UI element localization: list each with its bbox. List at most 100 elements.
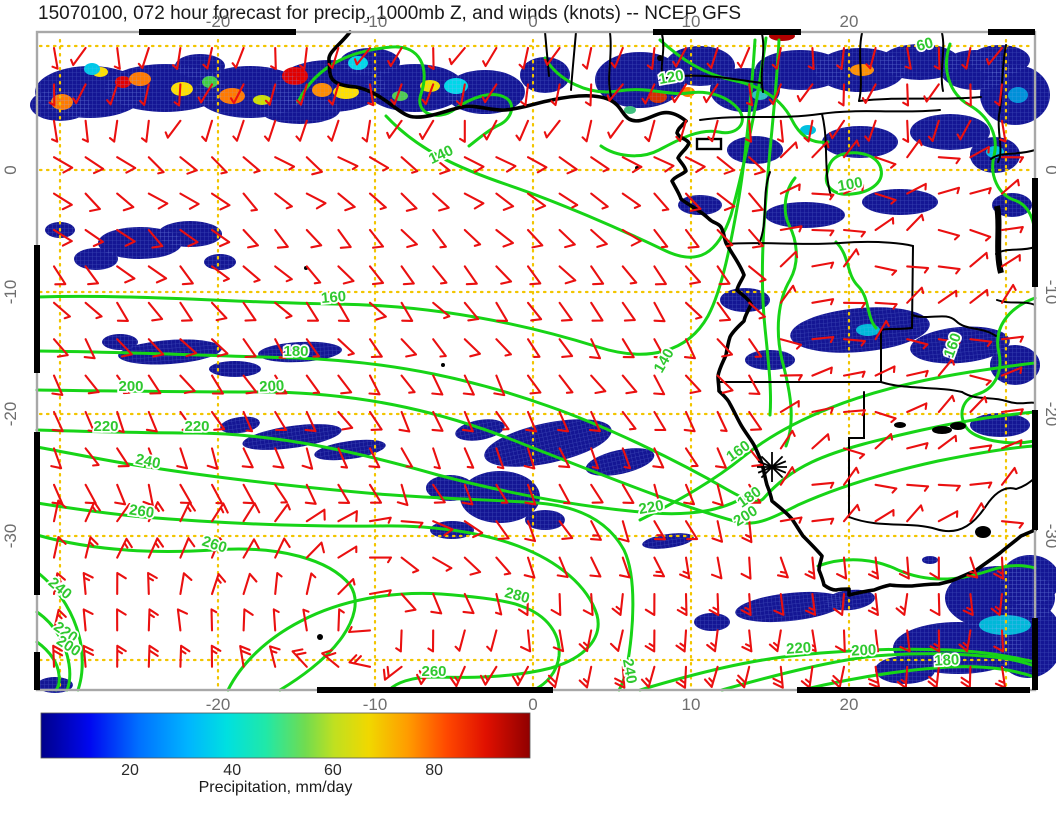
- wind-barb: [811, 298, 835, 306]
- wind-barb: [52, 156, 74, 174]
- wind-barb: [400, 520, 424, 529]
- wind-barb: [864, 119, 877, 142]
- contour-label: 180: [934, 651, 960, 669]
- wind-barb: [432, 228, 447, 249]
- wind-barb: [811, 481, 835, 489]
- wind-barb: [558, 374, 574, 394]
- wind-barb: [861, 83, 877, 104]
- wind-barb: [495, 156, 517, 173]
- wind-barb: [933, 46, 941, 71]
- wind-barb: [116, 571, 127, 596]
- wind-barb: [70, 46, 87, 67]
- lat-tick-label-left: -30: [1, 524, 20, 549]
- wind-barb: [368, 192, 387, 211]
- wind-barb: [811, 228, 835, 237]
- wind-barb: [653, 338, 666, 359]
- wind-barb: [937, 434, 958, 450]
- wind-barb: [305, 572, 317, 596]
- country-border: [758, 171, 771, 245]
- wind-barb: [114, 483, 127, 506]
- wind-barb: [610, 46, 624, 69]
- contour-line: [35, 501, 600, 692]
- wind-barb: [463, 228, 482, 247]
- wind-barb: [239, 645, 252, 668]
- wind-barb: [675, 119, 688, 143]
- colorbar-tick-label: 60: [324, 762, 342, 779]
- lon-tick-label-bottom: 10: [682, 695, 701, 714]
- wind-barb: [779, 516, 803, 524]
- wind-barb: [305, 374, 321, 395]
- wind-barb: [305, 228, 323, 249]
- wind-barb: [716, 410, 728, 433]
- wind-barb: [842, 139, 860, 159]
- contour-label: 160: [320, 288, 346, 307]
- wind-barb: [337, 301, 350, 323]
- wind-barb: [962, 592, 974, 616]
- precip-blob-hatch: [922, 556, 938, 564]
- precip-blob-hatch: [910, 326, 1010, 364]
- wind-barb: [396, 483, 409, 507]
- wind-barb: [337, 545, 358, 559]
- precip-blob-hatch: [242, 424, 342, 450]
- wind-barbs-layer: [48, 46, 1025, 689]
- wind-barb: [52, 644, 64, 668]
- wind-barb: [621, 156, 643, 174]
- wind-barb: [811, 366, 833, 377]
- wind-barb: [675, 665, 688, 689]
- wind-barb: [590, 447, 600, 470]
- wind-barb: [274, 483, 288, 504]
- wind-barb: [772, 665, 784, 689]
- wind-barb: [116, 537, 133, 559]
- wind-barb: [432, 338, 447, 358]
- wind-barb: [653, 374, 666, 396]
- contour-line: [800, 665, 1037, 692]
- wind-barb: [896, 665, 909, 689]
- wind-barb: [779, 225, 803, 233]
- wind-barb: [81, 119, 89, 143]
- wind-barb: [368, 483, 383, 504]
- wind-barb: [969, 338, 993, 348]
- wind-barb: [606, 83, 624, 102]
- country-border: [544, 31, 550, 77]
- wind-barb: [327, 119, 340, 142]
- wind-barb: [779, 250, 799, 268]
- wind-barb: [621, 374, 638, 395]
- wind-barb: [993, 629, 1005, 653]
- wind-barb: [558, 301, 573, 322]
- wind-barb: [906, 286, 925, 304]
- wind-barb: [495, 520, 510, 541]
- wind-barb: [368, 447, 381, 469]
- wind-barb: [653, 410, 667, 432]
- wind-barb: [116, 265, 136, 284]
- wind-barb: [985, 46, 1004, 66]
- wind-barb: [590, 374, 607, 395]
- wind-barb: [994, 665, 1007, 689]
- wind-barb: [400, 556, 420, 574]
- wind-barb: [842, 447, 866, 460]
- wind-barb: [768, 629, 782, 653]
- wind-barb: [1000, 283, 1017, 304]
- wind-barb: [400, 301, 414, 322]
- wind-barb: [179, 301, 193, 322]
- wind-barb: [779, 466, 796, 486]
- wind-barb: [517, 592, 530, 617]
- wind-barb: [518, 46, 530, 70]
- wind-barb: [969, 187, 992, 195]
- wind-barb: [768, 83, 782, 106]
- wind-barb: [210, 410, 226, 431]
- wind-barb: [937, 394, 956, 414]
- colorbar-tick-labels: 20 40 60 80: [121, 762, 443, 779]
- wind-barb: [684, 301, 703, 320]
- wind-barb: [176, 447, 189, 470]
- precip-blob-hatch: [220, 416, 260, 434]
- wind-barb: [520, 629, 532, 653]
- contour-line: [35, 388, 1037, 525]
- wind-barb: [274, 228, 289, 249]
- wind-barb: [455, 83, 466, 107]
- contour-line: [834, 240, 878, 330]
- station-asterisk: [757, 460, 787, 474]
- wind-barb: [368, 516, 392, 524]
- wind-barb: [831, 665, 846, 689]
- wind-barb: [807, 46, 815, 71]
